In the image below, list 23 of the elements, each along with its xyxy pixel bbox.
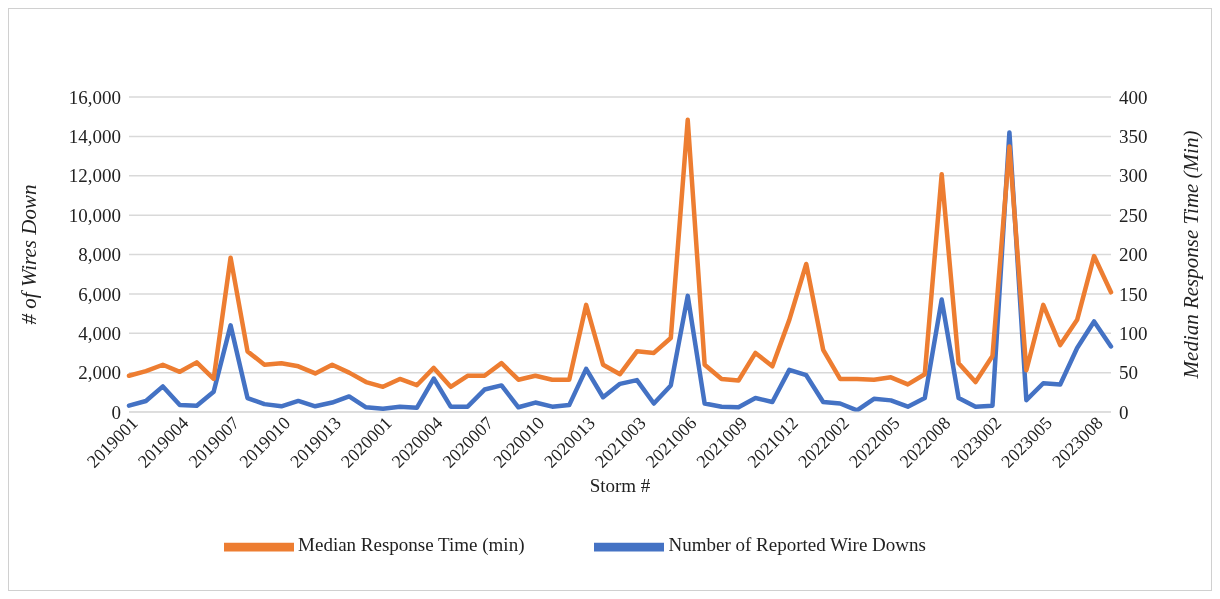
- y2-tick-label: 350: [1119, 126, 1148, 148]
- y2-tick-label: 100: [1119, 322, 1148, 344]
- y2-tick-label: 400: [1119, 86, 1148, 108]
- x-axis-title: Storm #: [589, 475, 651, 496]
- legend-label: Median Response Time (min): [298, 534, 525, 556]
- y2-tick-label: 300: [1119, 165, 1148, 187]
- legend-label: Number of Reported Wire Downs: [668, 534, 926, 556]
- y-tick-label: 6,000: [78, 283, 121, 305]
- y-tick-label: 12,000: [68, 165, 121, 187]
- y-tick-label: 2,000: [78, 362, 121, 384]
- y2-tick-label: 0: [1119, 401, 1129, 423]
- y-tick-label: 0: [111, 401, 121, 423]
- y-tick-label: 14,000: [68, 126, 121, 148]
- y2-tick-label: 200: [1119, 244, 1148, 266]
- y-axis-title: # of Wires Down: [17, 184, 42, 325]
- y2-axis-title: Median Response Time (Min): [1179, 130, 1204, 380]
- y-tick-label: 4,000: [78, 322, 121, 344]
- y2-tick-label: 50: [1119, 362, 1138, 384]
- y2-tick-label: 150: [1119, 283, 1148, 305]
- y-tick-label: 16,000: [68, 86, 121, 108]
- y-tick-label: 8,000: [78, 244, 121, 266]
- y2-tick-label: 250: [1119, 204, 1148, 226]
- y-tick-label: 10,000: [68, 204, 121, 226]
